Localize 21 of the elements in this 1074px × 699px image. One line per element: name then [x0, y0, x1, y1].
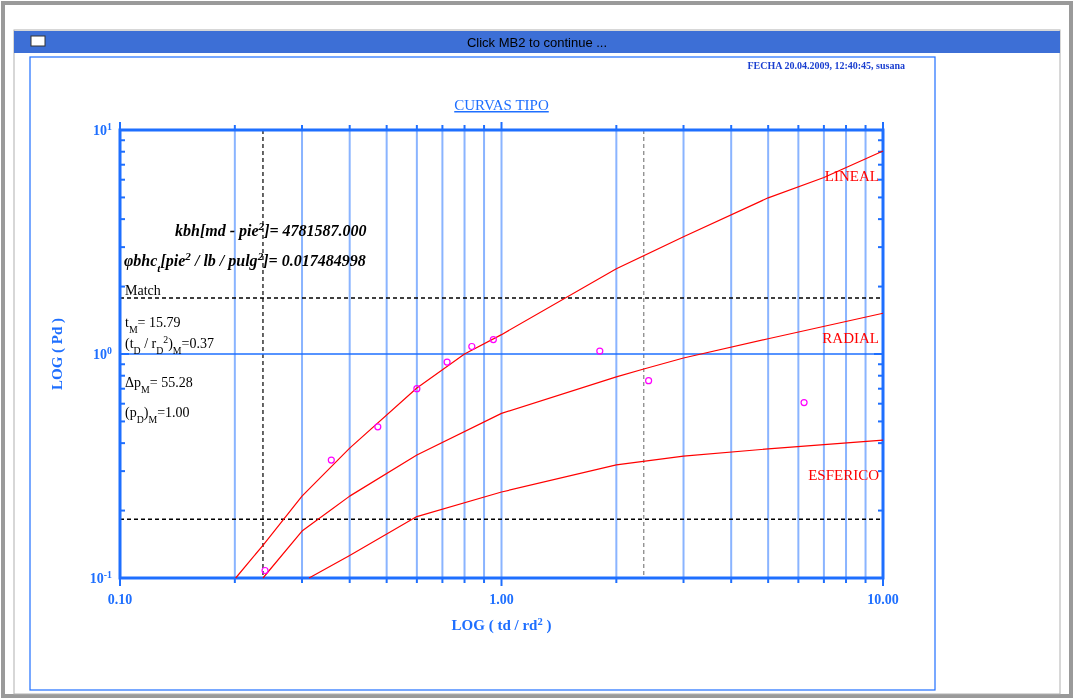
text: Click MB2 to continue ...	[466, 35, 608, 50]
y-tick-label: 10$^{1}$	[93, 120, 113, 138]
series-label: RADIAL	[822, 330, 879, 347]
annotation: t$_{M}$= 15.79	[125, 315, 181, 335]
annotation: φbhc$_{t}$[pie$^{2}$ / lb / pulg$^{2}$]= 0.017484998	[124, 250, 366, 274]
x-tick-label: 1.00	[489, 592, 514, 607]
series-label: ESFERICO	[808, 467, 880, 484]
chart-title: CURVAS TIPO	[454, 97, 549, 113]
annotation: (t$_{D}$ / r$_{D}$$^{2}$)$_{M}$=0.37	[125, 333, 214, 356]
series-label: LINEAL	[824, 167, 879, 184]
y-tick-label: 10$^{0}$	[93, 344, 113, 362]
x-axis-title: LOG ( td / rd$^{2}$ )	[451, 615, 552, 634]
x-tick-label: 0.10	[107, 592, 133, 607]
annotation: (p$_{D}$)$_{M}$=1.00	[125, 405, 190, 425]
annotation: kbh[md - pie$^{2}$]= 4781587.000	[175, 220, 367, 240]
x-tick-label: 10.00	[867, 592, 899, 607]
annotation: Match	[125, 283, 161, 298]
text: FECHA 20.04.2009, 12:40:45, susana	[747, 60, 905, 71]
y-tick-label: 10$^{-1}$	[89, 568, 113, 586]
annotation: Δp$_{M}$= 55.28	[125, 375, 193, 395]
y-axis-title: LOG ( Pd )	[49, 317, 66, 391]
